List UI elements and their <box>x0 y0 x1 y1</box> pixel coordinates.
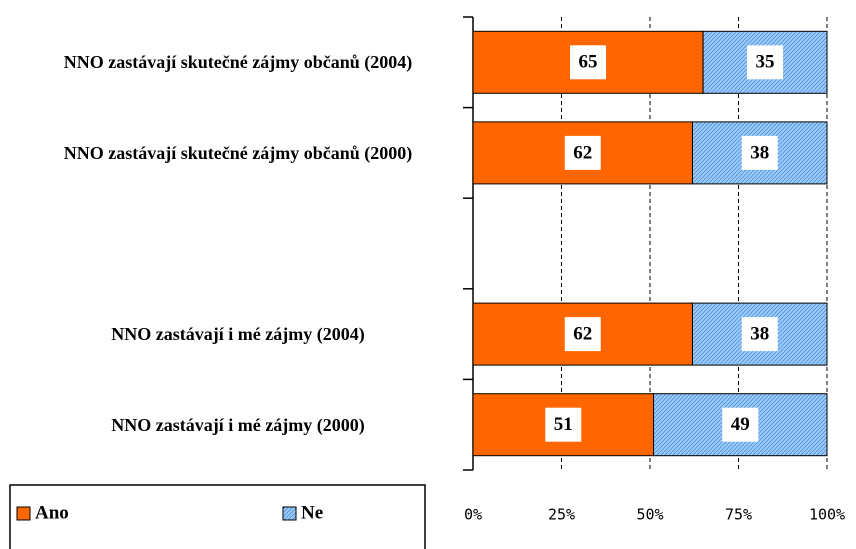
legend-label: Ne <box>301 502 323 523</box>
x-tick-label: 100% <box>809 506 845 524</box>
value-label-box <box>741 317 778 352</box>
value-label-box <box>747 45 784 80</box>
value-label: 38 <box>750 142 769 163</box>
value-label: 38 <box>750 323 769 344</box>
legend-swatch <box>16 506 31 521</box>
x-tick-label: 25% <box>548 506 575 524</box>
value-label: 49 <box>731 414 750 435</box>
legend-label: Ano <box>35 502 69 523</box>
y-tick-label: NNO zastávají skutečné zájmy občanů (200… <box>63 52 413 73</box>
x-tick-label: 50% <box>636 506 663 524</box>
value-label-box <box>564 135 601 170</box>
value-label-box <box>741 135 778 170</box>
x-tick-label: 75% <box>725 506 752 524</box>
y-tick-label: NNO zastávají i mé zájmy (2000) <box>111 414 365 435</box>
legend-swatch <box>282 506 297 521</box>
value-label: 62 <box>573 142 592 163</box>
value-label: 51 <box>554 414 573 435</box>
bar-segment <box>691 121 828 185</box>
value-label: 62 <box>573 323 592 344</box>
y-tick-label: NNO zastávají i mé zájmy (2004) <box>111 324 365 345</box>
y-tick-label: NNO zastávají skutečné zájmy občanů (200… <box>63 142 413 163</box>
value-label-box <box>564 317 601 352</box>
legend-box <box>9 484 426 549</box>
value-label: 65 <box>579 52 598 73</box>
x-tick-label: 0% <box>464 506 482 524</box>
value-label: 35 <box>756 52 775 73</box>
value-label-box <box>545 407 582 442</box>
value-label-box <box>570 45 607 80</box>
value-label-box <box>722 407 759 442</box>
